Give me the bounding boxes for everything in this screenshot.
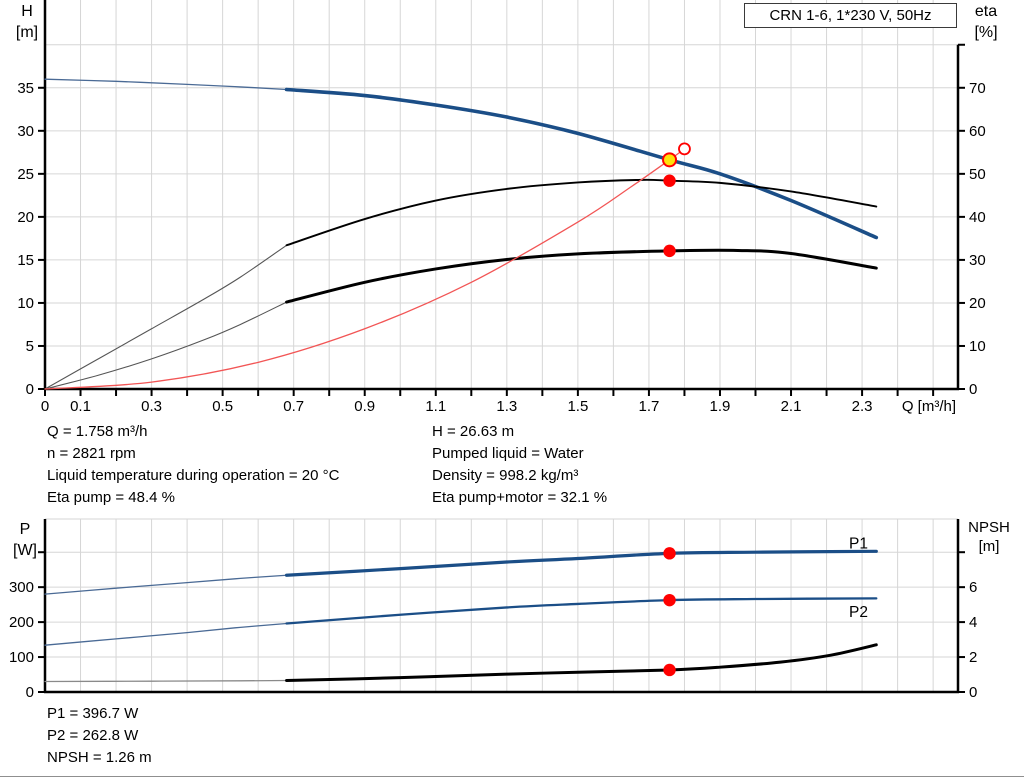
x-tick-label: 2.1 bbox=[781, 398, 802, 415]
annotation-npsh: NPSH = 1.26 m bbox=[47, 749, 152, 766]
rated-point-marker bbox=[678, 142, 691, 156]
duty-info-right: H = 26.63 m Pumped liquid = Water Densit… bbox=[432, 421, 607, 509]
right-tick-label: 2 bbox=[969, 649, 977, 666]
p2-curve-thin bbox=[44, 622, 288, 646]
eta-total-curve-thin bbox=[44, 301, 288, 390]
duty-point-marker bbox=[662, 152, 678, 168]
left-tick-label: 0 bbox=[26, 381, 34, 398]
left-tick-label: 30 bbox=[17, 123, 34, 140]
npsh-curve-thin bbox=[44, 679, 288, 683]
right-tick-label: 10 bbox=[969, 338, 986, 355]
right-tick-label: 0 bbox=[969, 381, 977, 398]
p1-curve bbox=[284, 549, 878, 577]
hq-curve bbox=[284, 87, 879, 240]
npsh-axis-title: NPSH [m] bbox=[960, 518, 1018, 556]
x-tick-label: 0.7 bbox=[283, 398, 304, 415]
left-tick-label: 10 bbox=[17, 295, 34, 312]
power-npsh-chart: 0 100 200 300 0 2 4 6 P1 P2 bbox=[9, 518, 977, 701]
p-axis-title-line1: P bbox=[19, 521, 31, 538]
annotation-head: H = 26.63 m bbox=[432, 423, 515, 440]
eta-axis-title: eta [%] bbox=[964, 1, 1008, 43]
x-tick-label: 1.7 bbox=[639, 398, 660, 415]
x-tick-label: 0.5 bbox=[212, 398, 233, 415]
h-axis-title-line2: [m] bbox=[15, 24, 39, 41]
right-tick-label: 40 bbox=[969, 209, 986, 226]
annotation-density: Density = 998.2 kg/m³ bbox=[432, 467, 579, 484]
left-tick-label: 35 bbox=[17, 80, 34, 97]
x-tick-label: 1.1 bbox=[425, 398, 446, 415]
npsh-curve bbox=[285, 643, 878, 682]
npsh-axis-title-line2: [m] bbox=[978, 538, 1000, 555]
h-axis-title-line1: H bbox=[21, 3, 33, 20]
h-axis-title: H [m] bbox=[8, 1, 46, 43]
p1-curve-label: P1 bbox=[849, 536, 868, 553]
head-efficiency-chart: 0 5 10 15 20 25 30 35 0 10 20 30 40 50 60 70 0 0.1 0.3 0.5 0… bbox=[17, 0, 986, 415]
power-info: P1 = 396.7 W P2 = 262.8 W NPSH = 1.26 m bbox=[47, 703, 152, 769]
right-tick-label: 4 bbox=[969, 614, 977, 631]
x-tick-label: 0.1 bbox=[70, 398, 91, 415]
p-axis-title: P [W] bbox=[6, 519, 44, 561]
annotation-liquid-temp: Liquid temperature during operation = 20… bbox=[47, 467, 340, 484]
system-curve bbox=[44, 148, 686, 390]
p2-curve-label: P2 bbox=[849, 604, 868, 621]
right-tick-label: 0 bbox=[969, 684, 977, 701]
x-tick-label: 0.9 bbox=[354, 398, 375, 415]
left-tick-label: 100 bbox=[9, 649, 34, 666]
x-tick-label: 1.5 bbox=[567, 398, 588, 415]
left-tick-label: 300 bbox=[9, 579, 34, 596]
annotation-eta-pump-motor: Eta pump+motor = 32.1 % bbox=[432, 489, 608, 506]
left-tick-label: 25 bbox=[17, 166, 34, 183]
annotation-p1: P1 = 396.7 W bbox=[47, 705, 139, 722]
annotation-q: Q = 1.758 m³/h bbox=[47, 423, 148, 440]
npsh-axis-title-line1: NPSH bbox=[968, 519, 1010, 536]
left-tick-label: 5 bbox=[26, 338, 34, 355]
eta-axis-title-line1: eta bbox=[974, 3, 998, 20]
chart-title-box: CRN 1-6, 1*230 V, 50Hz bbox=[744, 3, 957, 28]
right-tick-label: 70 bbox=[969, 80, 986, 97]
eta-total-point-marker bbox=[663, 244, 676, 258]
annotation-speed: n = 2821 rpm bbox=[47, 445, 136, 462]
left-tick-label: 200 bbox=[9, 614, 34, 631]
p-axis-title-line2: [W] bbox=[13, 542, 37, 559]
annotation-eta-pump: Eta pump = 48.4 % bbox=[47, 489, 175, 506]
right-tick-label: 50 bbox=[969, 166, 986, 183]
x-tick-label: 2.3 bbox=[852, 398, 873, 415]
left-tick-label: 15 bbox=[17, 252, 34, 269]
duty-info-left: Q = 1.758 m³/h n = 2821 rpm Liquid tempe… bbox=[47, 421, 339, 509]
p1-point-marker bbox=[663, 547, 676, 560]
right-tick-label: 30 bbox=[969, 252, 986, 269]
bottom-separator bbox=[0, 776, 1024, 777]
q-axis-title: Q [m³/h] bbox=[901, 398, 956, 415]
p2-point-marker bbox=[663, 593, 676, 607]
right-tick-label: 6 bbox=[969, 579, 977, 596]
right-tick-label: 20 bbox=[969, 295, 986, 312]
eta-pump-curve-thin bbox=[44, 244, 288, 390]
npsh-point-marker bbox=[663, 663, 676, 677]
right-tick-label: 60 bbox=[969, 123, 986, 140]
p1-curve-thin bbox=[44, 574, 288, 595]
eta-pump-curve bbox=[285, 178, 878, 247]
x-tick-label: 1.3 bbox=[496, 398, 517, 415]
eta-pump-point-marker bbox=[663, 174, 676, 187]
annotation-p2: P2 = 262.8 W bbox=[47, 727, 139, 744]
x-tick-label: 0 bbox=[41, 398, 49, 415]
eta-axis-title-line2: [%] bbox=[974, 24, 998, 41]
left-tick-label: 0 bbox=[26, 684, 34, 701]
left-tick-label: 20 bbox=[17, 209, 34, 226]
annotation-pumped-liquid: Pumped liquid = Water bbox=[432, 445, 584, 462]
x-tick-label: 1.9 bbox=[710, 398, 731, 415]
hq-curve-thin bbox=[44, 78, 288, 91]
x-tick-label: 0.3 bbox=[141, 398, 162, 415]
eta-total-curve bbox=[285, 248, 878, 304]
p2-curve bbox=[285, 597, 878, 625]
